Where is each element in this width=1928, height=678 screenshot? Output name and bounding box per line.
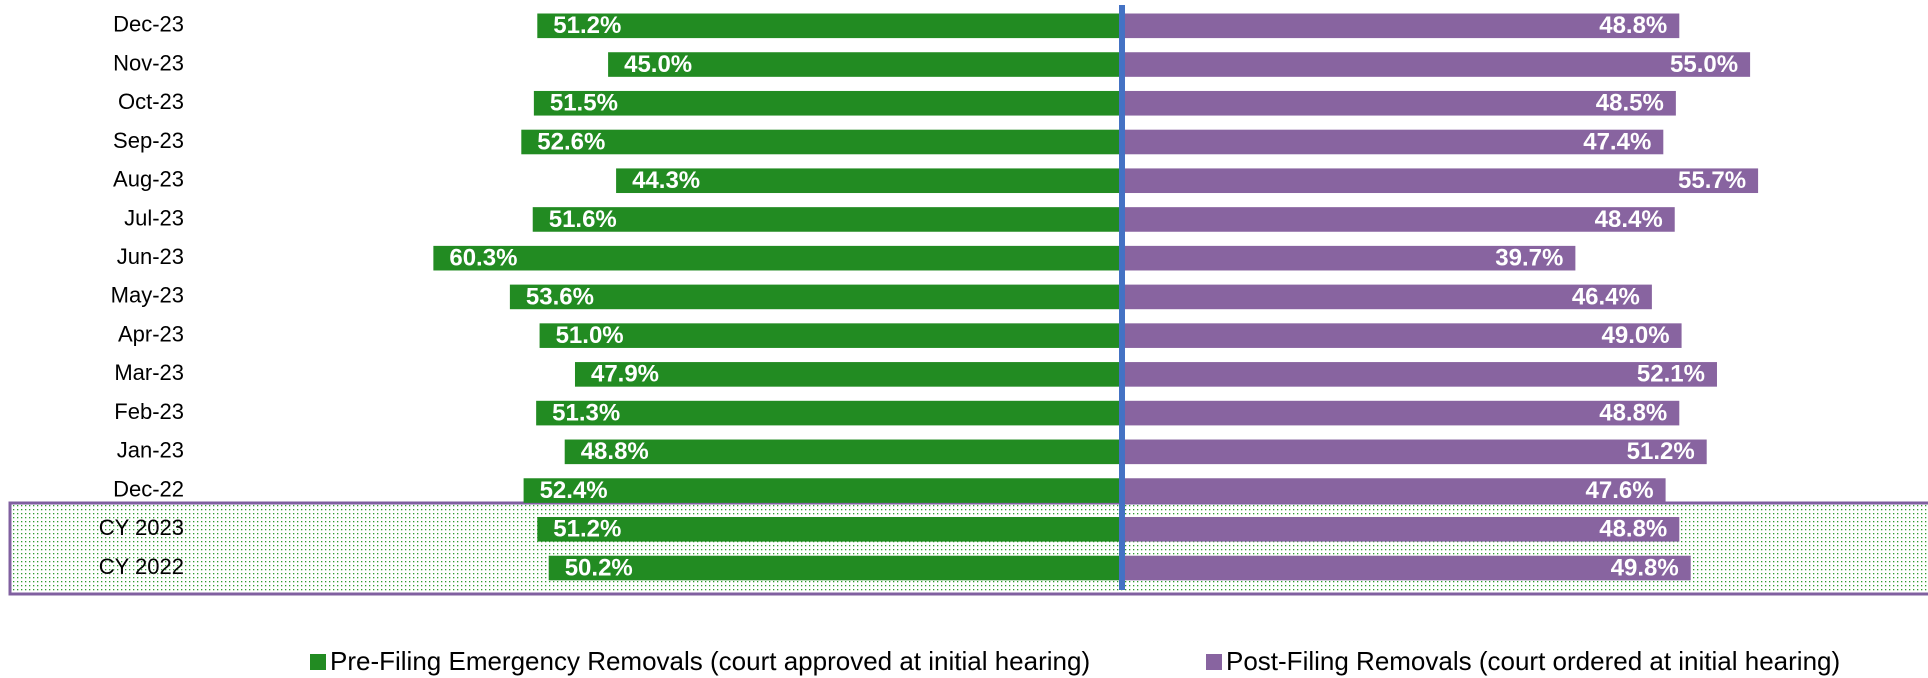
value-label: 51.6% <box>549 206 617 233</box>
bar <box>1122 400 1680 426</box>
bar <box>1122 555 1691 581</box>
legend-label: Post-Filing Removals (court ordered at i… <box>1226 646 1840 676</box>
value-label: 51.2% <box>1627 438 1695 465</box>
value-label: 48.8% <box>581 438 649 465</box>
category-label: Jul-23 <box>124 205 184 230</box>
bar <box>433 245 1122 271</box>
bar <box>1122 323 1682 348</box>
bar <box>521 129 1122 155</box>
value-label: 51.2% <box>553 516 621 543</box>
bar <box>1122 516 1680 542</box>
center-line <box>1119 5 1125 590</box>
bar <box>1122 13 1680 39</box>
bar <box>539 323 1122 348</box>
value-label: 50.2% <box>565 554 633 581</box>
value-label: 49.8% <box>1611 554 1679 581</box>
bar <box>1122 207 1675 232</box>
bar <box>533 90 1122 116</box>
bar <box>1122 168 1759 194</box>
value-label: 51.5% <box>550 90 618 117</box>
category-label: Sep-23 <box>113 128 184 153</box>
bar <box>532 207 1122 232</box>
bar <box>537 516 1122 542</box>
bar <box>564 439 1122 465</box>
bar <box>1122 284 1652 310</box>
value-label: 48.5% <box>1596 90 1664 117</box>
bar <box>616 168 1122 194</box>
legend-swatch <box>1206 654 1222 670</box>
value-label: 48.4% <box>1595 206 1663 233</box>
value-label: 47.9% <box>591 361 659 388</box>
category-label: CY 2023 <box>99 515 184 540</box>
value-label: 52.1% <box>1637 361 1705 388</box>
category-label: Aug-23 <box>113 167 184 192</box>
value-label: 51.3% <box>552 399 620 426</box>
legend-label: Pre-Filing Emergency Removals (court app… <box>330 646 1090 676</box>
value-label: 48.8% <box>1599 399 1667 426</box>
bar <box>1122 478 1666 503</box>
value-label: 45.0% <box>624 51 692 78</box>
category-label: Mar-23 <box>114 360 184 385</box>
bar <box>1122 439 1707 465</box>
bar <box>1122 245 1576 271</box>
category-label: Oct-23 <box>118 89 184 114</box>
category-label: Feb-23 <box>114 399 184 424</box>
category-label: Apr-23 <box>118 321 184 346</box>
bar <box>1122 362 1717 387</box>
value-label: 46.4% <box>1572 283 1640 310</box>
legend-swatch <box>310 654 326 670</box>
value-label: 49.0% <box>1602 322 1670 349</box>
value-label: 52.4% <box>540 477 608 504</box>
value-label: 48.8% <box>1599 12 1667 39</box>
bar <box>1122 52 1751 77</box>
value-label: 47.6% <box>1586 477 1654 504</box>
value-label: 39.7% <box>1495 245 1563 272</box>
value-label: 51.2% <box>553 12 621 39</box>
category-label: May-23 <box>111 283 184 308</box>
value-label: 60.3% <box>449 245 517 272</box>
bar <box>608 52 1122 77</box>
bar <box>548 555 1122 581</box>
value-label: 55.0% <box>1670 51 1738 78</box>
bar <box>536 400 1122 426</box>
value-label: 53.6% <box>526 283 594 310</box>
value-label: 55.7% <box>1678 167 1746 194</box>
category-label: Dec-23 <box>113 12 184 37</box>
bar <box>537 13 1122 39</box>
value-label: 52.6% <box>537 128 605 155</box>
bar <box>1122 129 1664 155</box>
category-label: Dec-22 <box>113 476 184 501</box>
bar <box>574 362 1122 387</box>
value-label: 48.8% <box>1599 516 1667 543</box>
category-label: Jan-23 <box>117 438 184 463</box>
value-label: 47.4% <box>1583 128 1651 155</box>
bar <box>523 478 1122 503</box>
category-label: CY 2022 <box>99 554 184 579</box>
bar <box>1122 90 1676 116</box>
category-label: Nov-23 <box>113 50 184 75</box>
bar <box>509 284 1122 310</box>
value-label: 51.0% <box>556 322 624 349</box>
value-label: 44.3% <box>632 167 700 194</box>
category-label: Jun-23 <box>117 244 184 269</box>
